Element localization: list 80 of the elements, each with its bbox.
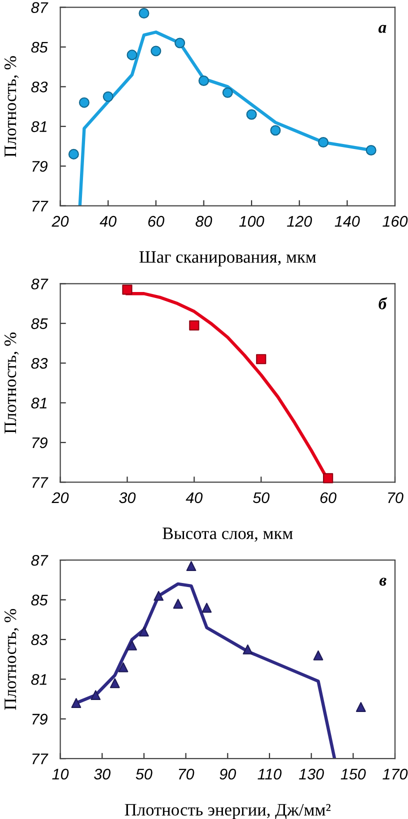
point <box>139 626 149 637</box>
x-tick-label: 40 <box>100 216 116 227</box>
x-tick-label: 60 <box>320 492 336 504</box>
point <box>366 144 376 156</box>
x-tick-label: 10 <box>52 768 69 780</box>
y-tick-label: 81 <box>31 121 47 132</box>
point <box>198 75 210 86</box>
x-tick-label: 140 <box>334 216 360 227</box>
x-axis-title: Плотность энергии, Дж/мм² <box>124 804 331 819</box>
x-tick-label: 80 <box>196 216 212 227</box>
x-tick-label: 120 <box>287 216 312 227</box>
x-tick-label: 160 <box>382 216 408 227</box>
point <box>202 602 212 613</box>
point <box>102 91 114 102</box>
y-tick-label: 83 <box>31 82 48 92</box>
point <box>323 473 334 484</box>
point <box>150 46 162 56</box>
point <box>154 590 164 601</box>
x-axis-title: Шаг сканирования, мкм <box>139 251 316 266</box>
point <box>186 561 196 572</box>
point <box>242 644 253 654</box>
y-tick-label: 85 <box>31 594 48 606</box>
x-axis-title: Высота слоя, мкм <box>162 528 293 542</box>
y-tick-label: 87 <box>31 554 48 566</box>
point <box>118 662 128 672</box>
x-tick-label: 40 <box>186 492 203 504</box>
y-tick-label: 81 <box>31 674 47 685</box>
y-tick-label: 81 <box>31 398 47 408</box>
y-tick-label: 79 <box>32 160 48 172</box>
point <box>174 38 186 48</box>
point <box>126 50 138 60</box>
y-tick-label: 77 <box>32 200 48 212</box>
point <box>127 640 137 650</box>
point <box>313 650 324 660</box>
point <box>318 137 329 148</box>
point <box>270 125 281 136</box>
annotation: в <box>379 578 386 586</box>
x-tick-label: 150 <box>340 768 366 780</box>
y-tick-label: 77 <box>32 754 48 764</box>
x-tick-label: 20 <box>52 216 69 227</box>
y-axis-title: Плотность, % <box>4 56 19 158</box>
y-tick-label: 87 <box>31 2 48 13</box>
y-axis-title: Плотность, % <box>4 608 19 710</box>
y-tick-label: 79 <box>32 714 48 725</box>
y-tick-label: 85 <box>31 318 48 330</box>
y-axis-title: Плотность, % <box>4 332 19 434</box>
x-tick-label: 50 <box>136 768 152 780</box>
y-tick-label: 87 <box>31 278 48 290</box>
point <box>110 678 120 688</box>
point <box>68 148 79 160</box>
x-tick-label: 50 <box>252 492 270 504</box>
x-tick-label: 110 <box>258 768 282 780</box>
x-tick-label: 100 <box>239 216 264 227</box>
point <box>71 698 82 708</box>
point <box>122 284 132 295</box>
x-tick-label: 90 <box>220 768 236 780</box>
point <box>256 354 266 364</box>
y-tick-label: 79 <box>32 437 48 448</box>
y-tick-label: 77 <box>32 477 48 488</box>
x-tick-label: 70 <box>388 492 404 504</box>
x-tick-label: 130 <box>298 768 324 780</box>
x-tick-label: 60 <box>148 216 164 227</box>
point <box>222 87 233 98</box>
annotation: б <box>378 297 388 310</box>
point <box>138 8 150 19</box>
x-tick-label: 30 <box>119 492 136 504</box>
x-tick-label: 20 <box>52 492 69 504</box>
y-tick-label: 83 <box>31 358 48 369</box>
point <box>246 109 257 120</box>
point <box>173 598 184 609</box>
point <box>90 690 101 700</box>
point <box>356 702 366 712</box>
x-tick-label: 70 <box>178 768 194 780</box>
point <box>78 97 90 108</box>
annotation: а <box>378 24 386 33</box>
point <box>189 320 200 330</box>
y-tick-label: 85 <box>31 42 48 53</box>
x-tick-label: 170 <box>382 768 408 780</box>
x-tick-label: 30 <box>94 768 111 780</box>
y-tick-label: 83 <box>31 634 48 646</box>
